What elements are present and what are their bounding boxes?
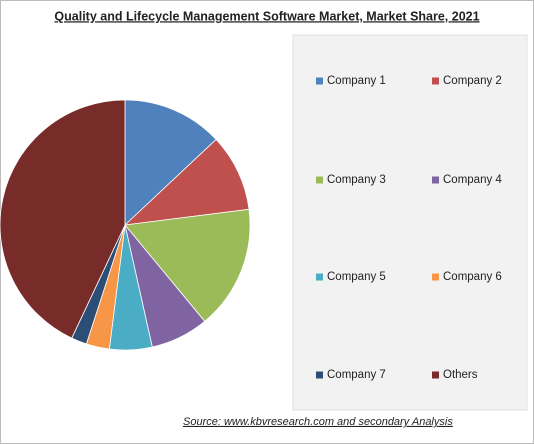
legend-swatch [432, 77, 439, 85]
legend-swatch [432, 273, 439, 281]
legend-swatch [316, 77, 323, 85]
legend-swatch [316, 371, 323, 379]
legend-label: Company 2 [443, 75, 502, 87]
pie-slice [0, 99, 126, 339]
legend-label: Company 1 [327, 75, 386, 87]
legend-label: Others [443, 369, 478, 381]
legend-label: Company 4 [443, 174, 502, 186]
legend-label: Company 5 [327, 271, 386, 283]
legend-swatch [316, 176, 323, 184]
legend-label: Company 3 [327, 174, 386, 186]
pie-slice [124, 208, 251, 322]
legend-swatch [432, 176, 439, 184]
legend-swatch [432, 371, 439, 379]
chart-title: Quality and Lifecycle Management Softwar… [54, 9, 479, 23]
legend-label: Company 6 [443, 271, 502, 283]
legend-label: Company 7 [327, 369, 386, 381]
pie-slice [124, 99, 217, 226]
source-note: Source: www.kbvresearch.com and secondar… [183, 416, 453, 428]
legend-swatch [316, 273, 323, 281]
pie-slice [123, 138, 250, 226]
legend-box [292, 34, 528, 411]
